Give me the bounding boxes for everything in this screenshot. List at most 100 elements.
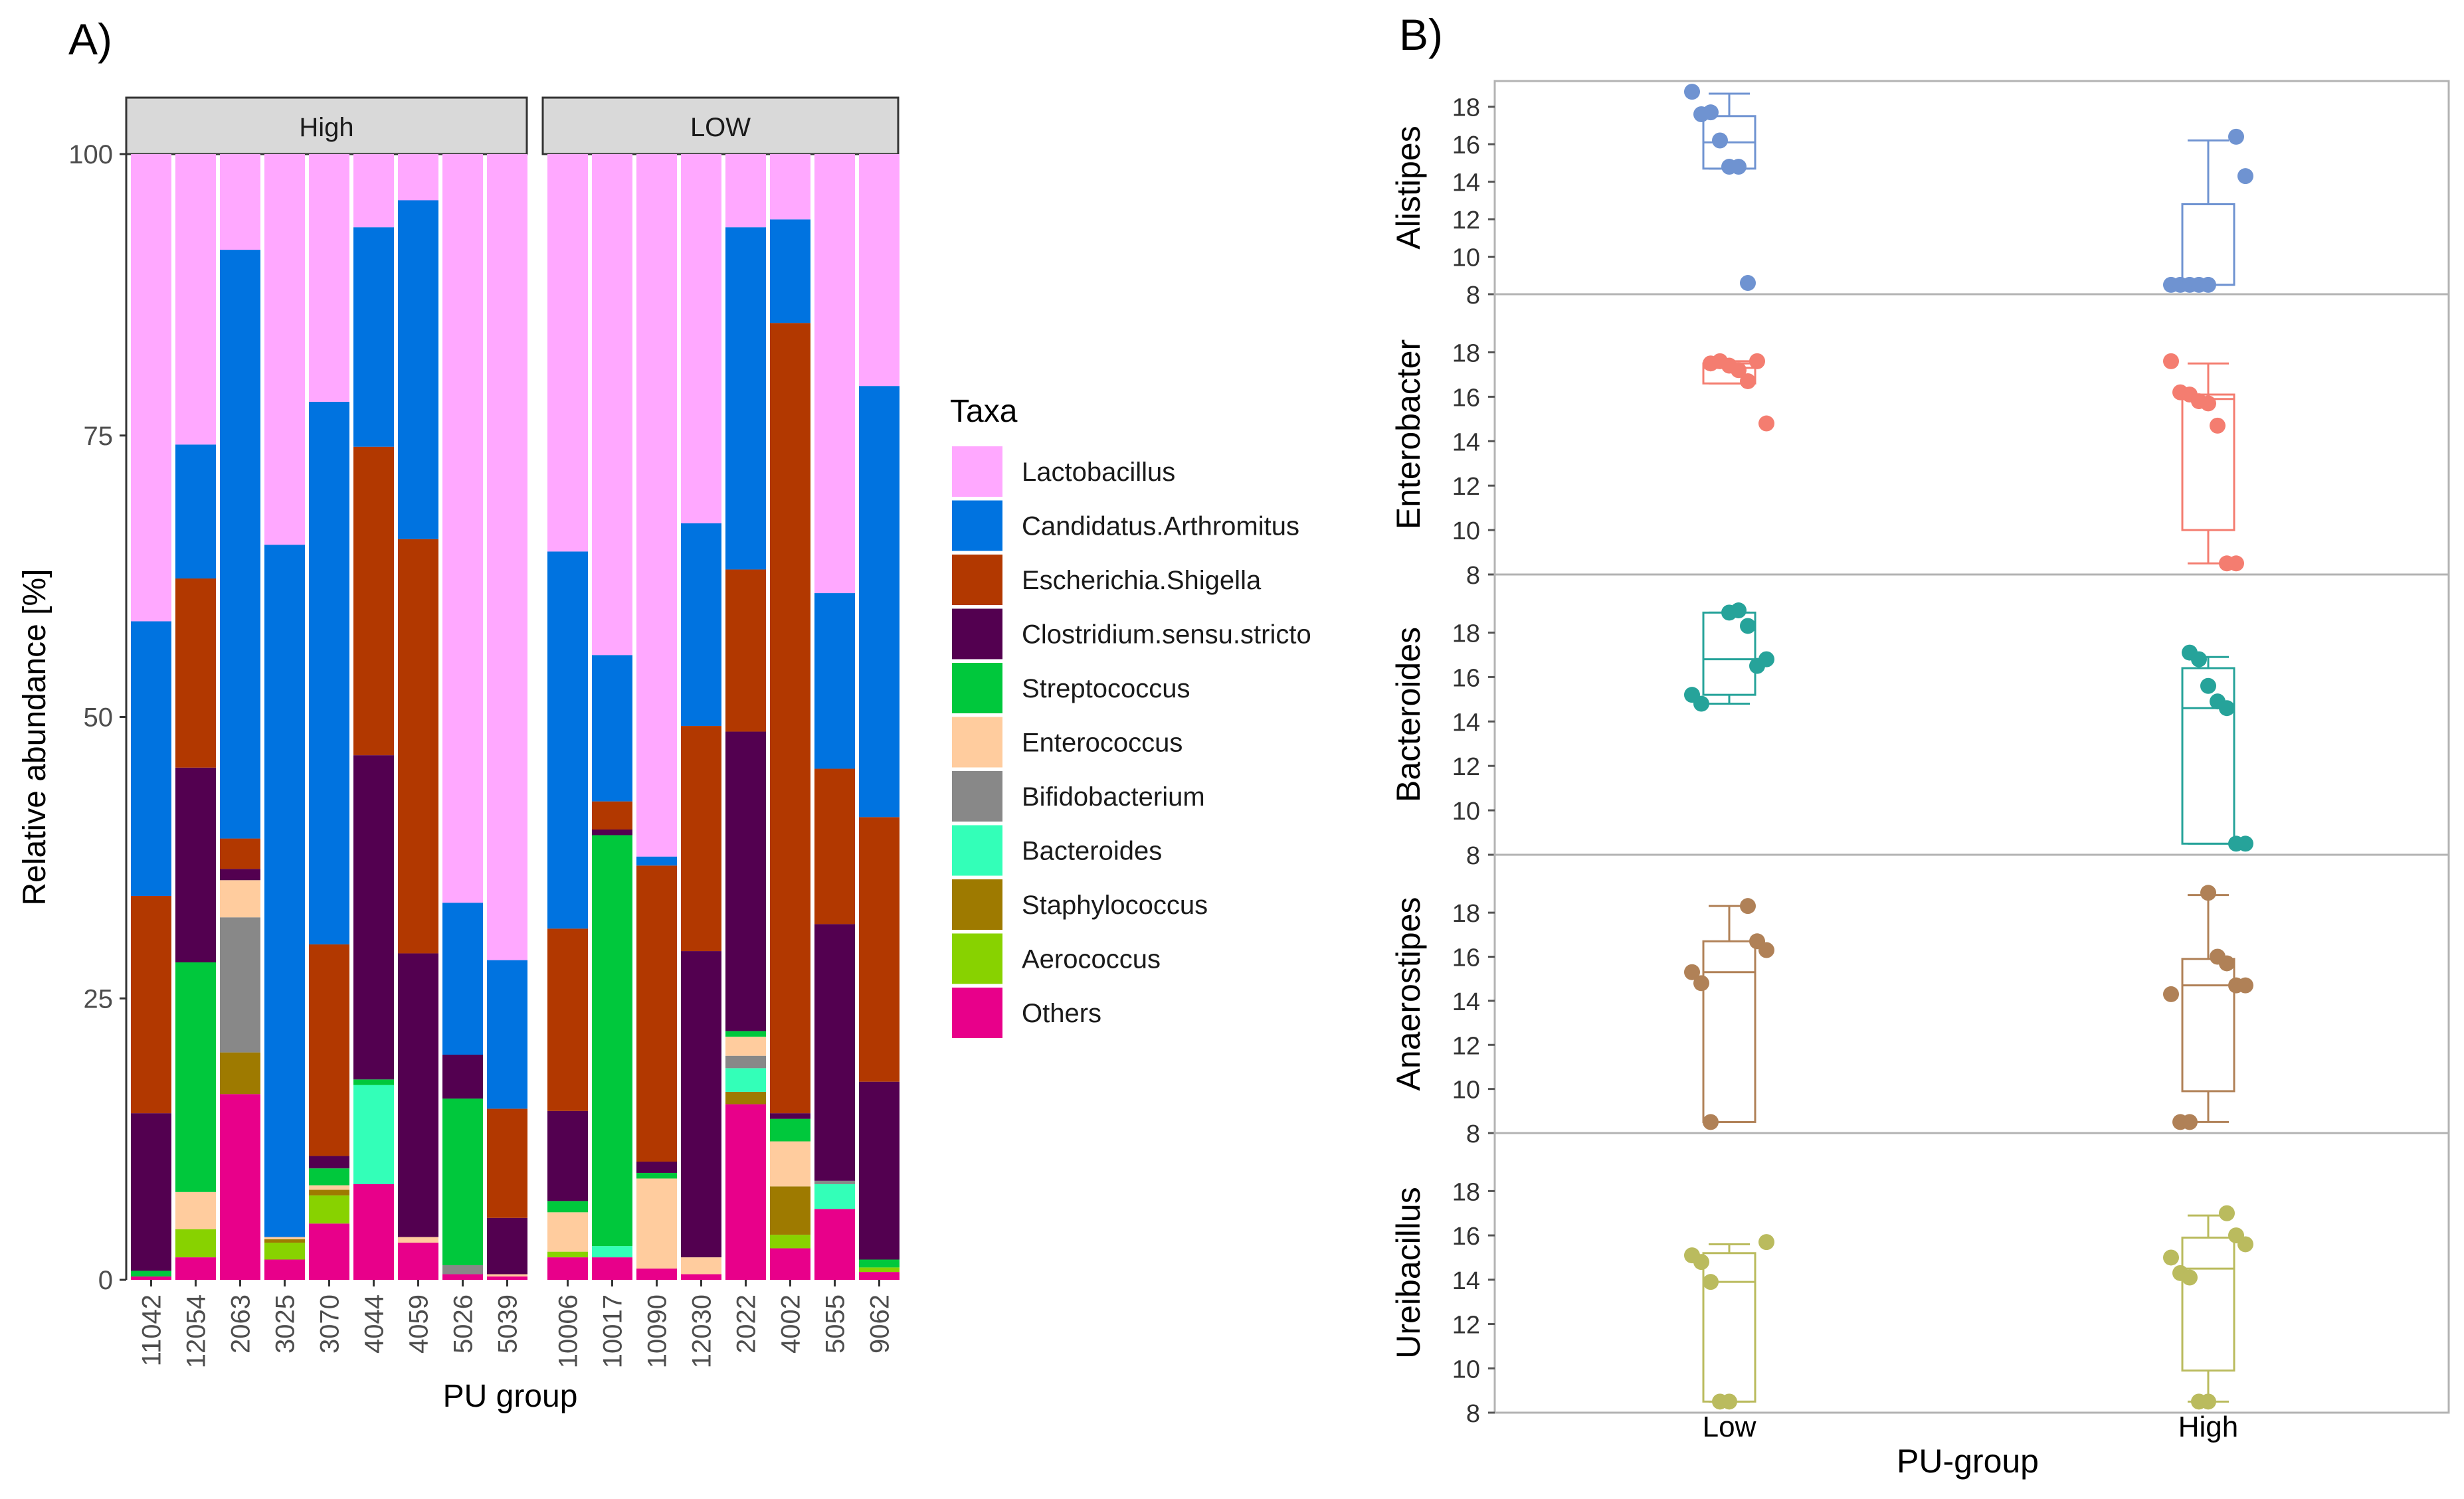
bar-segment-lactobacillus: [131, 154, 171, 622]
bar-segment-escherichia-shigella: [725, 569, 766, 732]
bar-segment-lactobacillus: [770, 154, 810, 220]
bar-segment-bifidobacterium: [220, 917, 260, 1053]
data-point: [2200, 1393, 2216, 1410]
legend-swatch: [952, 500, 1002, 551]
data-point: [1693, 695, 1709, 712]
data-point: [1703, 1114, 1719, 1130]
legend-swatch: [952, 663, 1002, 713]
boxplot-panel-ureibacillus: 8 10 12 14 16 18 Ureibacillus: [1390, 1132, 2450, 1428]
bar-segment-lactobacillus: [547, 154, 588, 552]
boxplot-panel-enterobacter: 8 10 12 14 16 18 Enterobacter: [1390, 293, 2450, 590]
bar-segment-aerococcus: [264, 1243, 305, 1260]
bar-4059: [398, 154, 438, 1280]
legend-swatch: [952, 771, 1002, 822]
box-iqr: [2181, 203, 2235, 286]
bar-segment-others: [220, 1094, 260, 1280]
legend-label: Lactobacillus: [1022, 458, 1175, 487]
legend-swatch: [952, 717, 1002, 768]
legend-item: Escherichia.Shigella: [952, 555, 1262, 605]
panel-b-facets: 8 10 12 14 16 18 Alistipes 8 10 12 14 16 18 Enterobac…: [1390, 80, 2450, 1443]
panel-border: [1493, 853, 2450, 1134]
legend-label: Aerococcus: [1022, 945, 1161, 974]
bar-5039: [487, 154, 527, 1280]
bar-segment-staphylococcus: [725, 1091, 766, 1104]
y-tick-label: 8: [1466, 282, 1480, 309]
bar-segment-enterococcus: [398, 1237, 438, 1243]
bar-segment-bifidobacterium: [442, 1265, 483, 1275]
panel-title: Alistipes: [1390, 126, 1427, 249]
data-point: [1703, 104, 1719, 121]
x-tick-label: 10017: [599, 1294, 628, 1368]
bar-segment-streptococcus: [175, 962, 216, 1192]
panel-title: Ureibacillus: [1390, 1187, 1427, 1358]
y-tick-label: 12: [1452, 1312, 1480, 1340]
panel-border: [1493, 80, 2450, 296]
bar-segment-enterococcus: [175, 1191, 216, 1229]
y-tick-label: 16: [1452, 1223, 1480, 1251]
x-tick-label: 3025: [271, 1294, 300, 1354]
legend-item: Others: [952, 988, 1101, 1038]
x-tick-label: 9062: [866, 1294, 895, 1354]
panel-a-x-axis-title: PU group: [443, 1379, 578, 1414]
x-tick-label: 10090: [643, 1294, 672, 1368]
panel-border: [1493, 1132, 2450, 1414]
legend-swatch: [952, 933, 1002, 984]
bar-segment-candidatus-arthromitus: [353, 227, 394, 447]
box-low: [1684, 602, 1774, 712]
x-tick-label: 11042: [138, 1294, 167, 1366]
bar-segment-lactobacillus: [487, 154, 527, 960]
facet-strip-label: High: [299, 113, 353, 142]
facet-low: LOW 10006 10017 10090 12030 2022 4002 5055 9062: [541, 96, 900, 1368]
bar-segment-streptococcus: [547, 1201, 588, 1213]
data-point: [2182, 1269, 2198, 1286]
bar-segment-lactobacillus: [859, 154, 900, 387]
data-point: [2200, 276, 2216, 293]
legend-label: Enterococcus: [1022, 729, 1183, 758]
data-point: [2237, 168, 2253, 185]
bar-segment-clostridium-sensu-stricto: [309, 1156, 349, 1169]
y-tick-label: 25: [84, 984, 114, 1014]
legend-item: Enterococcus: [952, 717, 1183, 768]
data-point: [1740, 898, 1756, 915]
data-point: [1731, 159, 1747, 175]
y-tick-label: 14: [1452, 169, 1480, 197]
bar-segment-bacteroides: [725, 1068, 766, 1092]
box-high: [2163, 353, 2244, 572]
bar-segment-streptococcus: [859, 1259, 900, 1268]
legend-label: Others: [1022, 999, 1101, 1028]
data-point: [1731, 602, 1747, 619]
data-point: [1740, 618, 1756, 634]
bar-segment-candidatus-arthromitus: [592, 655, 632, 802]
y-tick-label: 10: [1452, 798, 1480, 826]
panel-title: Bacteroides: [1390, 627, 1427, 802]
bar-segment-candidatus-arthromitus: [175, 444, 216, 579]
bar-segment-candidatus-arthromitus: [547, 551, 588, 929]
legend-label: Staphylococcus: [1022, 891, 1208, 920]
bar-segment-candidatus-arthromitus: [264, 545, 305, 1237]
data-point: [2237, 1236, 2253, 1253]
data-point: [2163, 353, 2179, 369]
box-iqr: [2181, 958, 2235, 1093]
data-point: [1693, 1254, 1709, 1271]
y-tick-label: 100: [68, 140, 113, 169]
bar-segment-streptococcus: [353, 1079, 394, 1085]
legend-swatch: [952, 825, 1002, 876]
panel-border: [1493, 293, 2450, 576]
bar-segment-escherichia-shigella: [131, 896, 171, 1114]
boxplot-panel-alistipes: 8 10 12 14 16 18 Alistipes: [1390, 80, 2450, 309]
bar-segment-others: [309, 1223, 349, 1280]
panel-title: Enterobacter: [1390, 339, 1427, 529]
x-tick-label: 4002: [777, 1294, 806, 1354]
bar-segment-streptococcus: [725, 1031, 766, 1037]
y-tick-label: 14: [1452, 988, 1480, 1016]
data-point: [2237, 977, 2253, 994]
x-tick-label: 12030: [688, 1294, 717, 1368]
bar-segment-staphylococcus: [309, 1190, 349, 1195]
bar-segment-staphylococcus: [770, 1186, 810, 1235]
bar-segment-escherichia-shigella: [547, 928, 588, 1111]
y-tick-label: 18: [1452, 339, 1480, 367]
bar-10017: [592, 154, 632, 1280]
bar-segment-others: [264, 1259, 305, 1280]
bar-segment-others: [592, 1257, 632, 1280]
box-iqr: [2181, 1236, 2235, 1372]
